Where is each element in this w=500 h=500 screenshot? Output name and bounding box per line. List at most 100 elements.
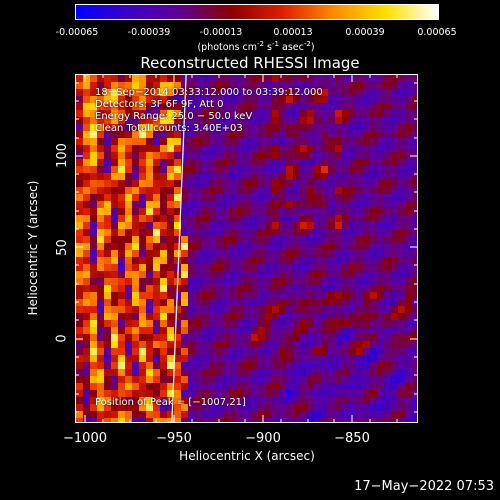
- heatmap-cell: [321, 418, 328, 422]
- heatmap-cell: [251, 138, 258, 145]
- heatmap-cell: [139, 117, 146, 124]
- heatmap-cell: [195, 271, 202, 278]
- heatmap-cell: [139, 229, 146, 236]
- heatmap-cell: [216, 404, 223, 411]
- heatmap-cell: [300, 110, 307, 117]
- heatmap-cell: [90, 327, 97, 334]
- heatmap-cell: [146, 159, 153, 166]
- heatmap-cell: [405, 110, 412, 117]
- heatmap-cell: [223, 257, 230, 264]
- heatmap-cell: [209, 411, 216, 418]
- heatmap-cell: [167, 257, 174, 264]
- heatmap-cell: [104, 201, 111, 208]
- heatmap-cell: [104, 383, 111, 390]
- heatmap-cell: [258, 229, 265, 236]
- heatmap-cell: [265, 173, 272, 180]
- heatmap-cell: [349, 313, 356, 320]
- heatmap-cell: [335, 313, 342, 320]
- heatmap-cell: [251, 222, 258, 229]
- heatmap-cell: [216, 173, 223, 180]
- heatmap-cell: [195, 397, 202, 404]
- heatmap-cell: [349, 383, 356, 390]
- heatmap-cell: [335, 117, 342, 124]
- heatmap-cell: [104, 124, 111, 131]
- heatmap-cell: [265, 397, 272, 404]
- heatmap-cell: [167, 131, 174, 138]
- heatmap-cell: [391, 152, 398, 159]
- heatmap-cell: [216, 250, 223, 257]
- heatmap-cell: [195, 257, 202, 264]
- heatmap-cell: [111, 390, 118, 397]
- heatmap-cell: [181, 173, 188, 180]
- heatmap-cell: [202, 222, 209, 229]
- heatmap-cell: [335, 159, 342, 166]
- heatmap-cell: [349, 96, 356, 103]
- heatmap-cell: [237, 376, 244, 383]
- heatmap-cell: [104, 222, 111, 229]
- heatmap-cell: [90, 229, 97, 236]
- heatmap-cell: [125, 124, 132, 131]
- heatmap-cell: [370, 89, 377, 96]
- heatmap-cell: [272, 138, 279, 145]
- heatmap-cell: [293, 131, 300, 138]
- heatmap-cell: [174, 180, 181, 187]
- heatmap-cell: [146, 369, 153, 376]
- heatmap-cell: [363, 306, 370, 313]
- heatmap-cell: [307, 152, 314, 159]
- heatmap-cell: [272, 124, 279, 131]
- heatmap-cell: [76, 187, 83, 194]
- heatmap-cell: [321, 327, 328, 334]
- heatmap-cell: [209, 201, 216, 208]
- heatmap-cell: [314, 320, 321, 327]
- heatmap-cell: [335, 187, 342, 194]
- heatmap-cell: [104, 299, 111, 306]
- heatmap-cell: [405, 278, 412, 285]
- heatmap-cell: [230, 320, 237, 327]
- heatmap-cell: [237, 236, 244, 243]
- heatmap-cell: [230, 292, 237, 299]
- heatmap-cell: [181, 194, 188, 201]
- heatmap-cell: [279, 271, 286, 278]
- heatmap-cell: [300, 194, 307, 201]
- heatmap-cell: [293, 404, 300, 411]
- heatmap-cell: [111, 341, 118, 348]
- heatmap-cell: [363, 278, 370, 285]
- heatmap-cell: [97, 159, 104, 166]
- heatmap-cell: [174, 145, 181, 152]
- heatmap-cell: [167, 362, 174, 369]
- heatmap-cell: [391, 187, 398, 194]
- heatmap-cell: [174, 215, 181, 222]
- heatmap-cell: [195, 89, 202, 96]
- heatmap-cell: [335, 103, 342, 110]
- heatmap-cell: [300, 103, 307, 110]
- heatmap-cell: [104, 145, 111, 152]
- heatmap-cell: [293, 285, 300, 292]
- heatmap-cell: [279, 362, 286, 369]
- heatmap-cell: [377, 334, 384, 341]
- heatmap-cell: [83, 327, 90, 334]
- heatmap-cell: [202, 257, 209, 264]
- heatmap-cell: [356, 327, 363, 334]
- heatmap-cell: [153, 166, 160, 173]
- heatmap-cell: [391, 89, 398, 96]
- heatmap-cell: [111, 327, 118, 334]
- heatmap-cell: [160, 376, 167, 383]
- heatmap-cell: [237, 404, 244, 411]
- heatmap-cell: [328, 341, 335, 348]
- heatmap-cell: [83, 271, 90, 278]
- heatmap-cell: [335, 390, 342, 397]
- heatmap-cell: [335, 208, 342, 215]
- heatmap-cell: [279, 334, 286, 341]
- heatmap-cell: [104, 362, 111, 369]
- heatmap-cell: [272, 194, 279, 201]
- heatmap-cell: [125, 173, 132, 180]
- heatmap-cell: [202, 355, 209, 362]
- heatmap-cell: [174, 299, 181, 306]
- heatmap-cell: [118, 117, 125, 124]
- heatmap-cell: [118, 208, 125, 215]
- heatmap-cell: [321, 222, 328, 229]
- heatmap-cell: [209, 306, 216, 313]
- heatmap-cell: [111, 194, 118, 201]
- heatmap-cell: [293, 306, 300, 313]
- heatmap-cell: [146, 264, 153, 271]
